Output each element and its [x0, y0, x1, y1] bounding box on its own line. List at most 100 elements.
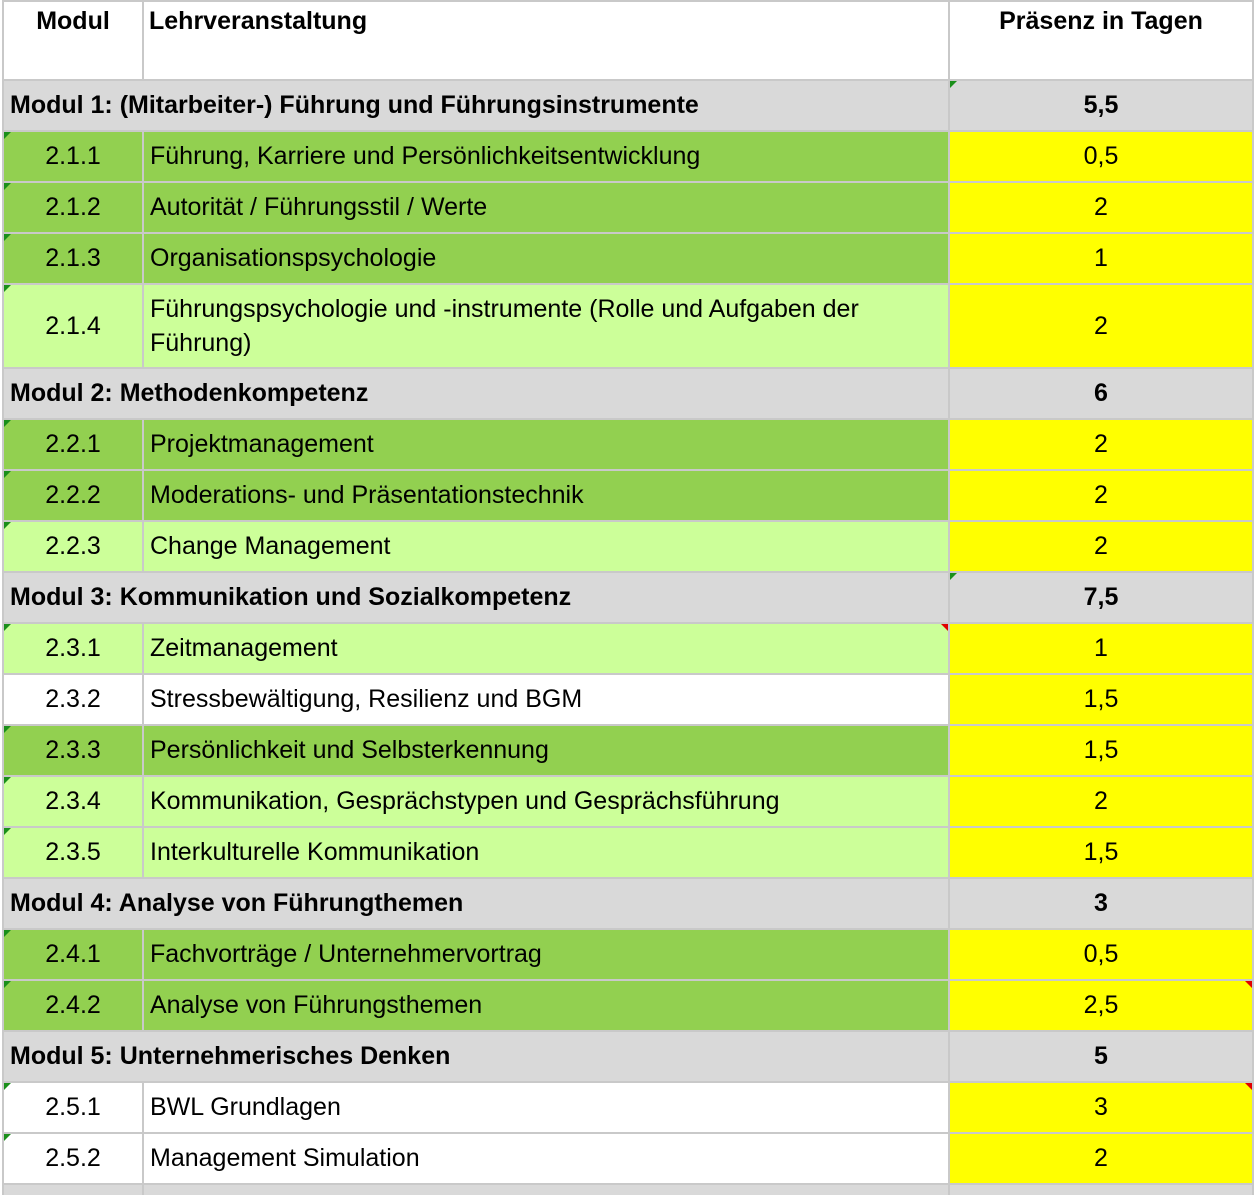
course-days[interactable]: 2	[948, 520, 1254, 573]
comment-indicator	[4, 183, 11, 190]
course-title[interactable]: BWL Grundlagen	[142, 1081, 950, 1134]
course-code[interactable]: 2.1.2	[2, 181, 144, 234]
comment-indicator	[4, 522, 11, 529]
course-title[interactable]: Autorität / Führungsstil / Werte	[142, 181, 950, 234]
course-title[interactable]: Projektmanagement	[142, 418, 950, 471]
comment-indicator	[4, 930, 11, 937]
course-title[interactable]: Stressbewältigung, Resilienz und BGM	[142, 673, 950, 726]
course-code[interactable]: 2.5.2	[2, 1132, 144, 1185]
module-total[interactable]: 7,5	[948, 571, 1254, 624]
module-title[interactable]: Modul 5: Unternehmerisches Denken	[2, 1030, 950, 1083]
course-code[interactable]: 2.2.3	[2, 520, 144, 573]
course-code[interactable]: 2.3.1	[2, 622, 144, 675]
empty-cell[interactable]	[948, 1183, 1254, 1195]
course-title[interactable]: Führung, Karriere und Persönlichkeitsent…	[142, 130, 950, 183]
course-code[interactable]: 2.1.4	[2, 283, 144, 369]
course-code[interactable]: 2.1.3	[2, 232, 144, 285]
course-days[interactable]: 1	[948, 232, 1254, 285]
comment-indicator	[4, 1083, 11, 1090]
course-title[interactable]: Zeitmanagement	[142, 622, 950, 675]
course-days[interactable]: 1,5	[948, 673, 1254, 726]
course-code[interactable]: 2.3.2	[2, 673, 144, 726]
course-code[interactable]: 2.1.1	[2, 130, 144, 183]
header-praesenz[interactable]: Präsenz in Tagen	[948, 0, 1254, 81]
module-row: Modul 3: Kommunikation und Sozialkompete…	[2, 571, 1254, 624]
module-title[interactable]: Modul 4: Analyse von Führungthemen	[2, 877, 950, 930]
course-row: 2.1.1 Führung, Karriere und Persönlichke…	[2, 130, 1254, 183]
module-title[interactable]: Modul 3: Kommunikation und Sozialkompete…	[2, 571, 950, 624]
comment-indicator	[4, 1134, 11, 1141]
course-title[interactable]: Management Simulation	[142, 1132, 950, 1185]
course-title[interactable]: Fachvorträge / Unternehmervortrag	[142, 928, 950, 981]
course-row: 2.5.2 Management Simulation 2	[2, 1132, 1254, 1185]
course-row: 2.5.1 BWL Grundlagen 3	[2, 1081, 1254, 1134]
course-days[interactable]: 2	[948, 775, 1254, 828]
course-days[interactable]: 2	[948, 1132, 1254, 1185]
comment-indicator-red	[1245, 1083, 1252, 1090]
course-days[interactable]: 0,5	[948, 928, 1254, 981]
module-row: Modul 1: (Mitarbeiter-) Führung und Führ…	[2, 79, 1254, 132]
module-title[interactable]: Modul 1: (Mitarbeiter-) Führung und Führ…	[2, 79, 950, 132]
module-total[interactable]: 5,5	[948, 79, 1254, 132]
course-code[interactable]: 2.4.1	[2, 928, 144, 981]
course-row: 2.3.2 Stressbewältigung, Resilienz und B…	[2, 673, 1254, 726]
course-row: 2.3.1 Zeitmanagement 1	[2, 622, 1254, 675]
course-days[interactable]: 0,5	[948, 130, 1254, 183]
comment-indicator	[4, 234, 11, 241]
course-code[interactable]: 2.4.2	[2, 979, 144, 1032]
comment-indicator	[4, 420, 11, 427]
course-title[interactable]: Führungspsychologie und -instrumente (Ro…	[142, 283, 950, 369]
comment-indicator	[950, 81, 957, 88]
empty-cell[interactable]	[2, 1183, 144, 1195]
course-code[interactable]: 2.5.1	[2, 1081, 144, 1134]
course-code[interactable]: 2.3.5	[2, 826, 144, 879]
course-days[interactable]: 1	[948, 622, 1254, 675]
course-title[interactable]: Analyse von Führungsthemen	[142, 979, 950, 1032]
course-row: 2.4.2 Analyse von Führungsthemen 2,5	[2, 979, 1254, 1032]
course-title[interactable]: Change Management	[142, 520, 950, 573]
module-total[interactable]: 6	[948, 367, 1254, 420]
course-title[interactable]: Interkulturelle Kommunikation	[142, 826, 950, 879]
header-row: Modul Lehrveranstaltung Präsenz in Tagen	[2, 0, 1254, 81]
course-days[interactable]: 2	[948, 283, 1254, 369]
course-code[interactable]: 2.3.4	[2, 775, 144, 828]
course-row: 2.1.2 Autorität / Führungsstil / Werte 2	[2, 181, 1254, 234]
course-code[interactable]: 2.2.2	[2, 469, 144, 522]
footer-row	[2, 1183, 1254, 1195]
course-title[interactable]: Moderations- und Präsentationstechnik	[142, 469, 950, 522]
course-code[interactable]: 2.3.3	[2, 724, 144, 777]
header-modul[interactable]: Modul	[2, 0, 144, 81]
course-days[interactable]: 2	[948, 418, 1254, 471]
comment-indicator	[950, 573, 957, 580]
comment-indicator	[4, 777, 11, 784]
course-code[interactable]: 2.2.1	[2, 418, 144, 471]
course-row: 2.4.1 Fachvorträge / Unternehmervortrag …	[2, 928, 1254, 981]
course-days[interactable]: 3	[948, 1081, 1254, 1134]
header-lehrveranstaltung[interactable]: Lehrveranstaltung	[142, 0, 950, 81]
course-days[interactable]: 2,5	[948, 979, 1254, 1032]
course-title[interactable]: Organisationspsychologie	[142, 232, 950, 285]
course-row: 2.2.3 Change Management 2	[2, 520, 1254, 573]
comment-indicator	[4, 828, 11, 835]
course-title[interactable]: Kommunikation, Gesprächstypen und Gesprä…	[142, 775, 950, 828]
module-row: Modul 4: Analyse von Führungthemen 3	[2, 877, 1254, 930]
comment-indicator	[4, 285, 11, 292]
course-days[interactable]: 2	[948, 181, 1254, 234]
empty-cell[interactable]	[142, 1183, 950, 1195]
module-total[interactable]: 3	[948, 877, 1254, 930]
comment-indicator	[4, 471, 11, 478]
comment-indicator	[4, 624, 11, 631]
comment-indicator	[4, 726, 11, 733]
course-title[interactable]: Persönlichkeit und Selbsterkennung	[142, 724, 950, 777]
course-row: 2.1.4 Führungspsychologie und -instrumen…	[2, 283, 1254, 369]
module-row: Modul 2: Methodenkompetenz 6	[2, 367, 1254, 420]
course-row: 2.3.5 Interkulturelle Kommunikation 1,5	[2, 826, 1254, 879]
course-days[interactable]: 1,5	[948, 724, 1254, 777]
module-title[interactable]: Modul 2: Methodenkompetenz	[2, 367, 950, 420]
course-days[interactable]: 1,5	[948, 826, 1254, 879]
comment-indicator	[4, 981, 11, 988]
module-total[interactable]: 5	[948, 1030, 1254, 1083]
course-days[interactable]: 2	[948, 469, 1254, 522]
course-row: 2.1.3 Organisationspsychologie 1	[2, 232, 1254, 285]
